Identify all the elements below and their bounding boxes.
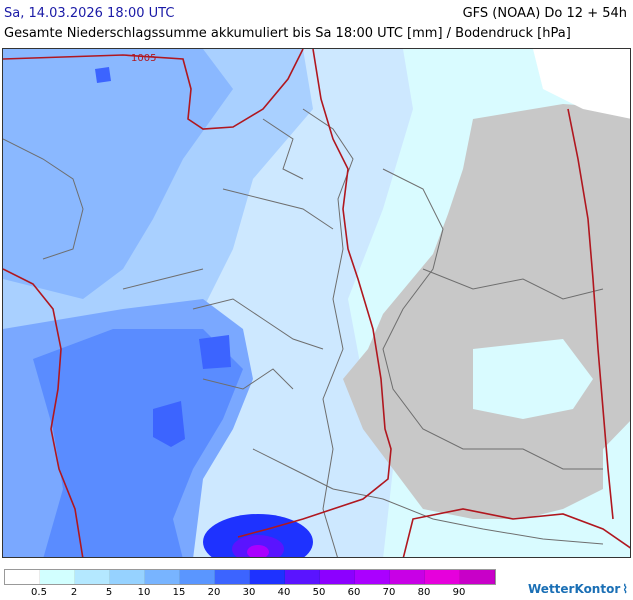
legend-swatch xyxy=(110,570,145,584)
precip-light-pocket xyxy=(473,339,593,419)
border-7 xyxy=(332,488,604,545)
brand-name: WetterKontor xyxy=(528,582,621,596)
isobar-label: 1005 xyxy=(131,53,156,64)
isobar-center xyxy=(237,49,392,538)
border-2 xyxy=(222,188,334,230)
legend-tick-label: 50 xyxy=(312,587,326,598)
legend-swatch xyxy=(75,570,110,584)
isobar-south xyxy=(402,508,630,557)
legend-swatch xyxy=(285,570,320,584)
legend-tick-label: 70 xyxy=(382,587,396,598)
model-run: GFS (NOAA) Do 12 + 54h xyxy=(462,6,627,21)
precip-patch-2 xyxy=(199,335,231,369)
legend-swatch xyxy=(320,570,355,584)
legend-swatch xyxy=(145,570,180,584)
isobars xyxy=(3,49,630,557)
legend-tick-label: 30 xyxy=(242,587,256,598)
legend-tick-label: 10 xyxy=(137,587,151,598)
legend-swatch xyxy=(460,570,495,584)
legend-tick-label: 60 xyxy=(347,587,361,598)
border-8 xyxy=(252,448,334,490)
isobar-east xyxy=(567,108,614,520)
border-6 xyxy=(122,268,204,290)
country-borders xyxy=(3,108,604,557)
legend-tick-label: 90 xyxy=(452,587,466,598)
legend-swatch xyxy=(215,570,250,584)
coast-north xyxy=(262,118,304,180)
border-9 xyxy=(422,268,604,300)
signal-icon: ⌇ xyxy=(622,582,629,596)
legend-swatch xyxy=(40,570,75,584)
border-3 xyxy=(192,298,324,350)
legend-tick-label: 0.5 xyxy=(31,587,47,598)
legend-swatch xyxy=(5,570,40,584)
legend-colorbar xyxy=(4,569,496,585)
precip-south-max xyxy=(247,545,269,557)
legend-swatch xyxy=(355,570,390,584)
coast-west xyxy=(3,138,84,260)
no-data-corner xyxy=(533,49,630,119)
legend-swatch xyxy=(425,570,460,584)
legend-tick-label: 80 xyxy=(417,587,431,598)
isobar-west xyxy=(3,268,84,557)
precip-patch-1 xyxy=(153,401,185,447)
brand-logo: WetterKontor ⌇ xyxy=(528,582,628,596)
legend-swatch xyxy=(390,570,425,584)
legend-swatch xyxy=(180,570,215,584)
forecast-date: Sa, 14.03.2026 18:00 UTC xyxy=(4,6,175,21)
header-line-1: Sa, 14.03.2026 18:00 UTC GFS (NOAA) Do 1… xyxy=(4,6,627,22)
dry-land-east xyxy=(343,104,630,519)
precip-heavy-northwest xyxy=(3,49,233,299)
border-4 xyxy=(382,168,603,470)
legend-swatch xyxy=(250,570,285,584)
map-canvas: 1005 xyxy=(3,49,630,557)
border-1 xyxy=(302,108,354,557)
border-5 xyxy=(202,368,294,390)
map-title: Gesamte Niederschlagssumme akkumuliert b… xyxy=(4,26,571,41)
precipitation-map: 1005 xyxy=(2,48,631,558)
legend-tick-label: 2 xyxy=(70,587,78,598)
isobar-1005-north xyxy=(3,49,304,130)
legend-tick-label: 20 xyxy=(207,587,221,598)
legend-tick-label: 40 xyxy=(277,587,291,598)
precip-strong-zone xyxy=(33,329,243,557)
legend-tick-label: 15 xyxy=(172,587,186,598)
precip-patch-3 xyxy=(95,67,111,83)
legend-tick-label: 5 xyxy=(105,587,113,598)
